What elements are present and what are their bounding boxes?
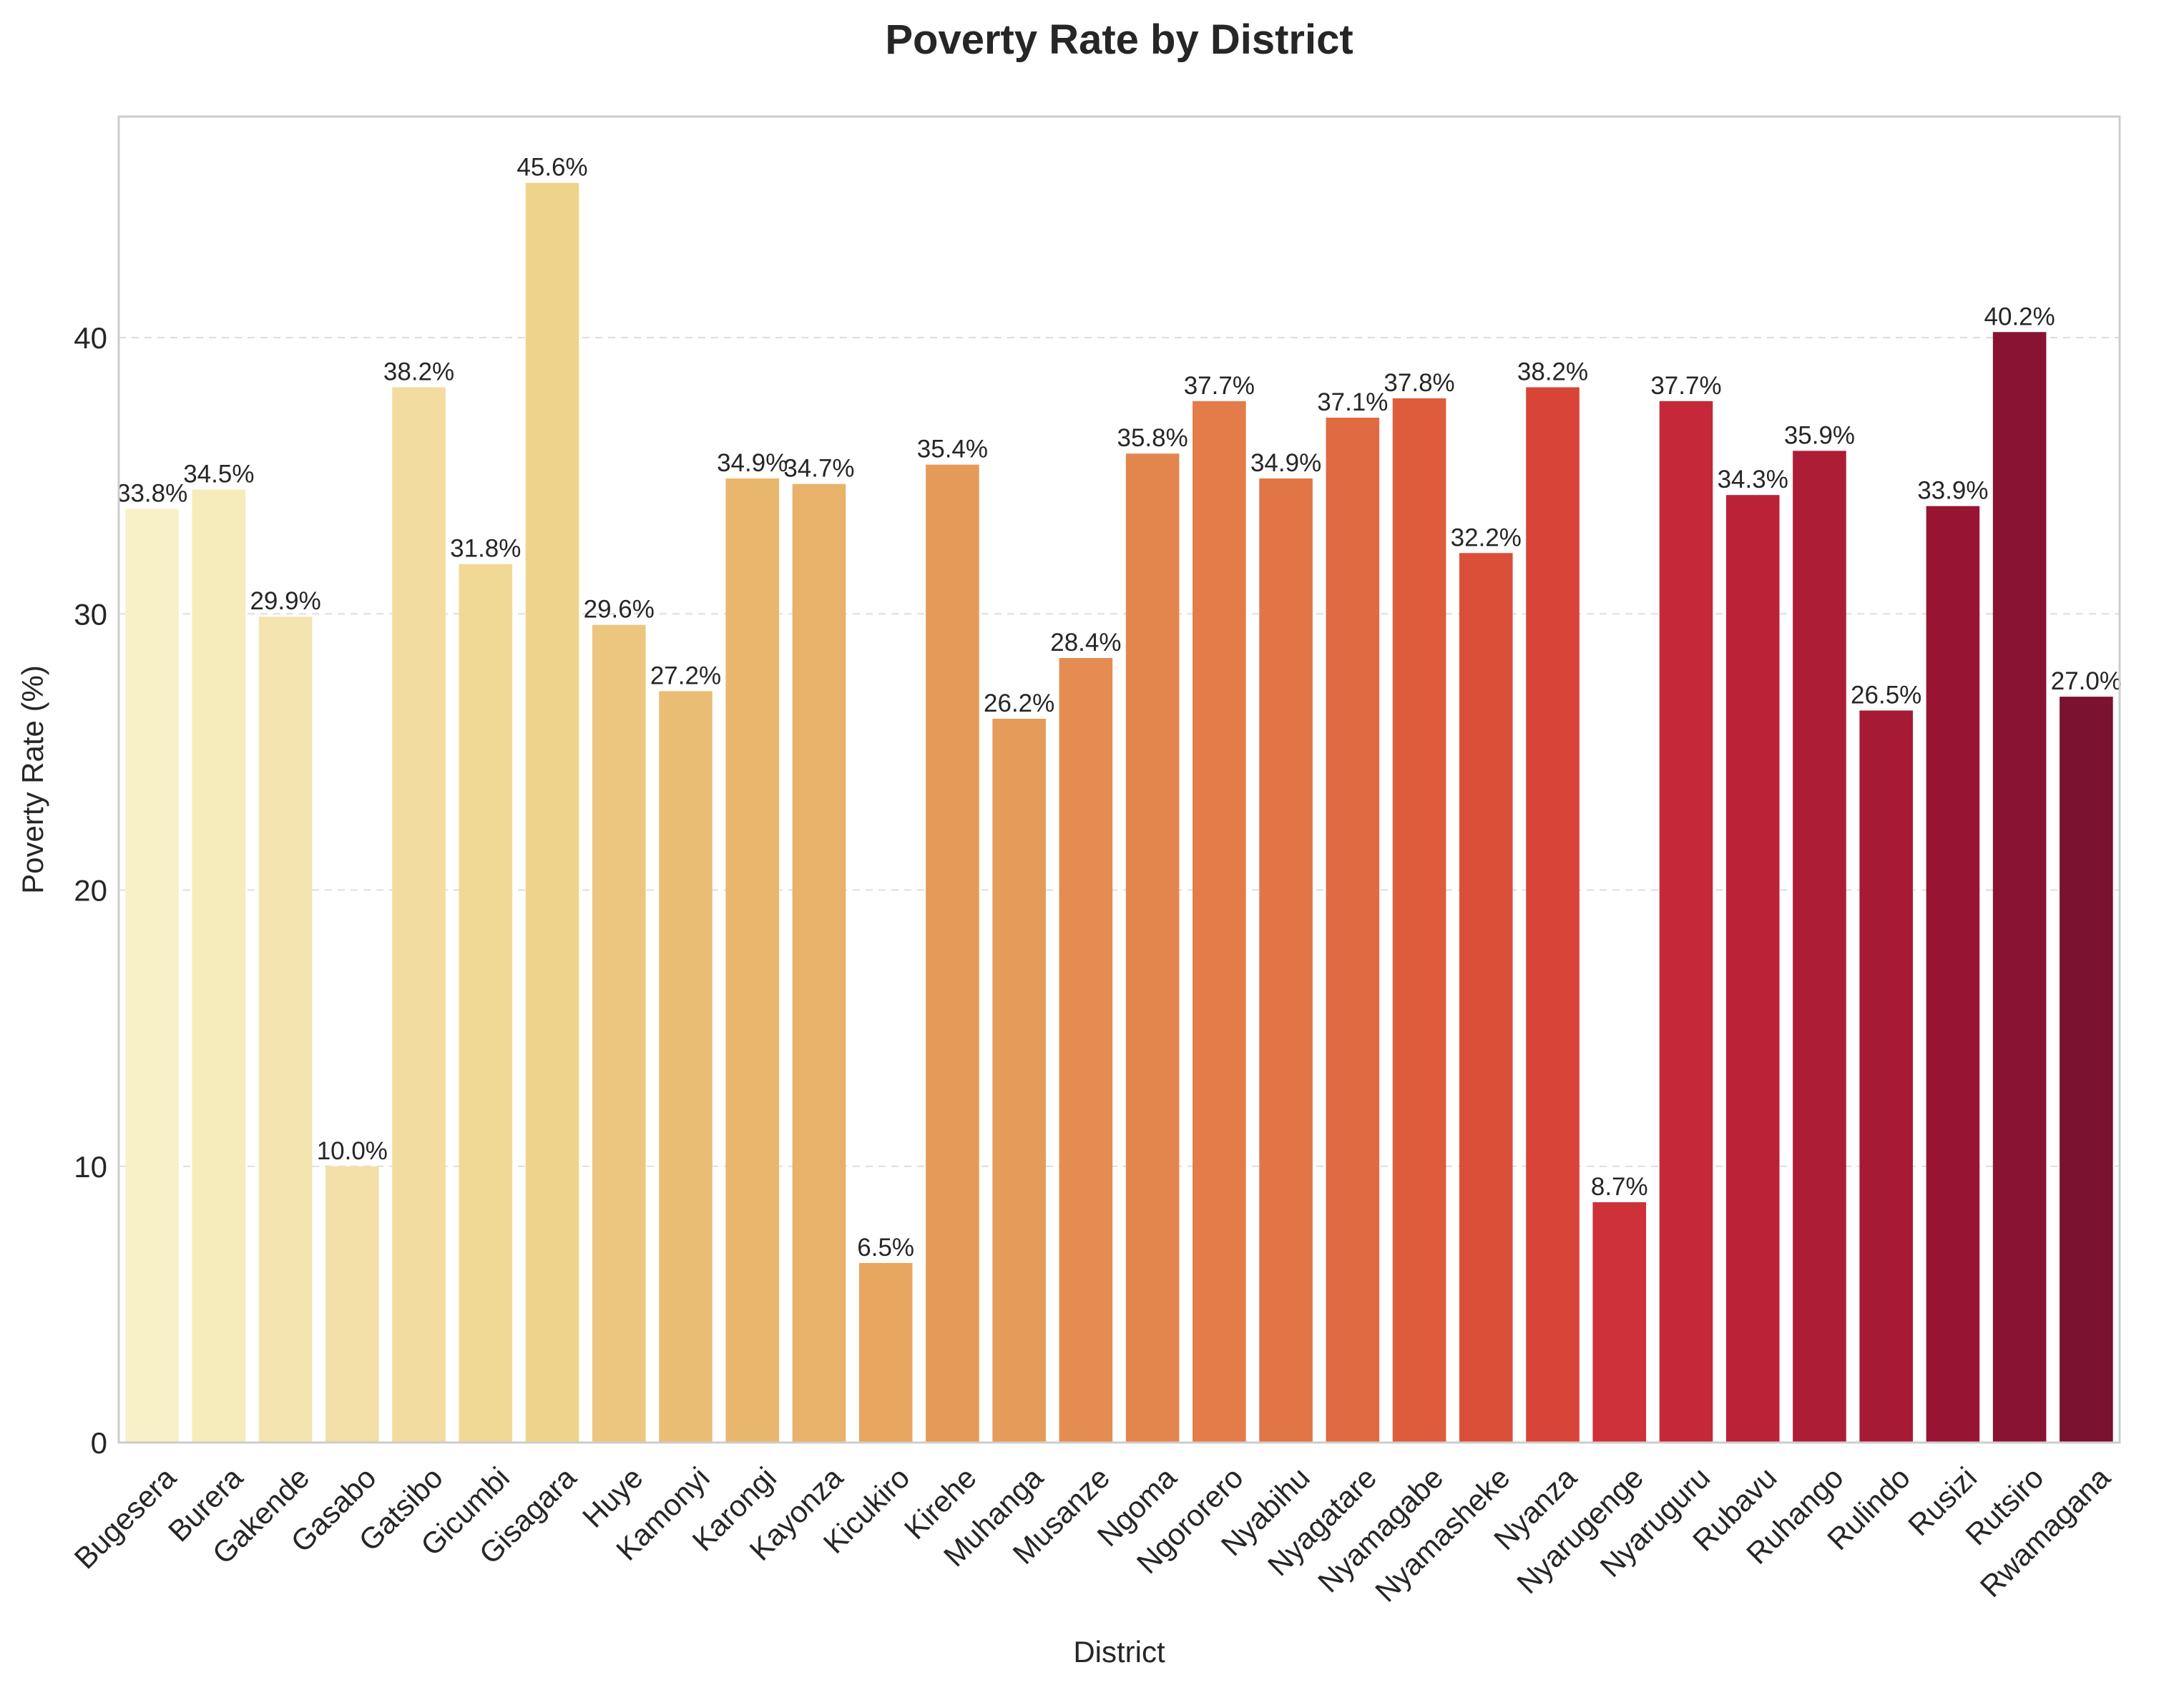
bar-nyabihu [1259, 478, 1313, 1443]
bar-karongi [725, 478, 780, 1443]
bar-huye [592, 624, 646, 1443]
bar-value-label: 38.2% [383, 358, 454, 386]
gridlines [119, 337, 2120, 1167]
bar-value-label: 34.5% [183, 460, 254, 488]
bar-value-label: 34.3% [1718, 466, 1788, 493]
bar-rusizi [1926, 506, 1980, 1443]
bar-kirehe [926, 464, 979, 1443]
bar-value-label: 10.0% [317, 1137, 388, 1165]
bar-gasabo [325, 1166, 379, 1443]
x-tick-labels: BugeseraBureraGakendeGasaboGatsiboGicumb… [68, 1460, 2117, 1608]
bar-value-label: 29.9% [250, 587, 320, 615]
bar-value-label: 35.9% [1784, 421, 1855, 449]
bar-rutsiro [1992, 332, 2047, 1443]
bar-nyarugenge [1592, 1202, 1647, 1443]
bar-musanze [1059, 658, 1113, 1443]
chart-title: Poverty Rate by District [885, 16, 1353, 63]
y-tick-label: 30 [74, 597, 107, 631]
bar-nyamagabe [1392, 398, 1446, 1443]
y-tick-label: 40 [74, 321, 107, 355]
bar-value-label: 28.4% [1050, 629, 1121, 657]
bar-value-label: 32.2% [1451, 524, 1522, 551]
bar-ngororero [1193, 401, 1246, 1443]
y-tick-label: 10 [74, 1150, 107, 1184]
bar-value-label: 34.9% [717, 449, 788, 477]
bar-value-label: 37.1% [1317, 388, 1388, 416]
bar-gatsibo [392, 387, 446, 1443]
bar-kamonyi [659, 691, 713, 1443]
bar-value-label: 37.8% [1384, 369, 1454, 397]
bar-value-label: 37.7% [1184, 372, 1255, 400]
bar-value-label: 27.2% [650, 662, 721, 689]
y-tick-label: 20 [74, 874, 107, 908]
bar-value-label: 38.2% [1517, 358, 1588, 386]
bar-ngoma [1125, 453, 1180, 1443]
bar-value-label: 34.7% [783, 455, 854, 483]
plot-frame [117, 115, 2121, 1444]
bar-value-label: 35.8% [1117, 424, 1188, 452]
bar-value-label: 37.7% [1650, 372, 1721, 400]
bar-kayonza [792, 483, 846, 1443]
bar-rulindo [1859, 710, 1913, 1443]
bar-nyaruguru [1659, 401, 1713, 1443]
bar-burera [192, 489, 246, 1443]
y-tick-labels: 0 10 20 30 40 [74, 321, 107, 1460]
bar-value-label: 31.8% [450, 535, 521, 563]
bar-value-label: 27.0% [2051, 667, 2122, 695]
y-axis-label: Poverty Rate (%) [16, 665, 49, 894]
bar-value-label: 35.4% [917, 436, 988, 463]
bar-value-label: 33.9% [1917, 477, 1988, 505]
y-tick-label: 0 [91, 1426, 107, 1460]
bar-rubavu [1725, 495, 1780, 1443]
bar-ruhango [1793, 451, 1846, 1443]
bar-value-label: 26.5% [1851, 681, 1921, 709]
bar-gicumbi [459, 564, 513, 1443]
bar-value-labels: 33.8%34.5% 29.9% 10.0% 38.2% 31.8% 45.6% 29.6%… [117, 154, 2122, 1262]
bars [125, 182, 2113, 1443]
bar-value-label: 6.5% [857, 1234, 914, 1262]
bar-nyagatare [1326, 418, 1380, 1443]
bar-kicukiro [858, 1262, 913, 1443]
bar-value-label: 29.6% [584, 596, 655, 624]
bar-nyamasheke [1459, 553, 1513, 1443]
bar-value-label: 45.6% [516, 154, 587, 182]
x-axis-label: District [1073, 1635, 1165, 1669]
bar-rwamagana [2060, 697, 2113, 1443]
bar-muhanga [992, 719, 1046, 1443]
bar-value-label: 40.2% [1984, 303, 2055, 330]
bar-value-label: 34.9% [1250, 449, 1321, 477]
bar-bugesera [125, 509, 179, 1443]
bar-gisagara [525, 182, 579, 1443]
bar-value-label: 33.8% [117, 479, 187, 507]
x-tick-label: Bugesera [68, 1460, 183, 1576]
bar-gakende [258, 616, 313, 1443]
bar-value-label: 26.2% [984, 689, 1054, 717]
bar-value-label: 8.7% [1591, 1173, 1648, 1201]
bar-nyanza [1526, 387, 1580, 1443]
